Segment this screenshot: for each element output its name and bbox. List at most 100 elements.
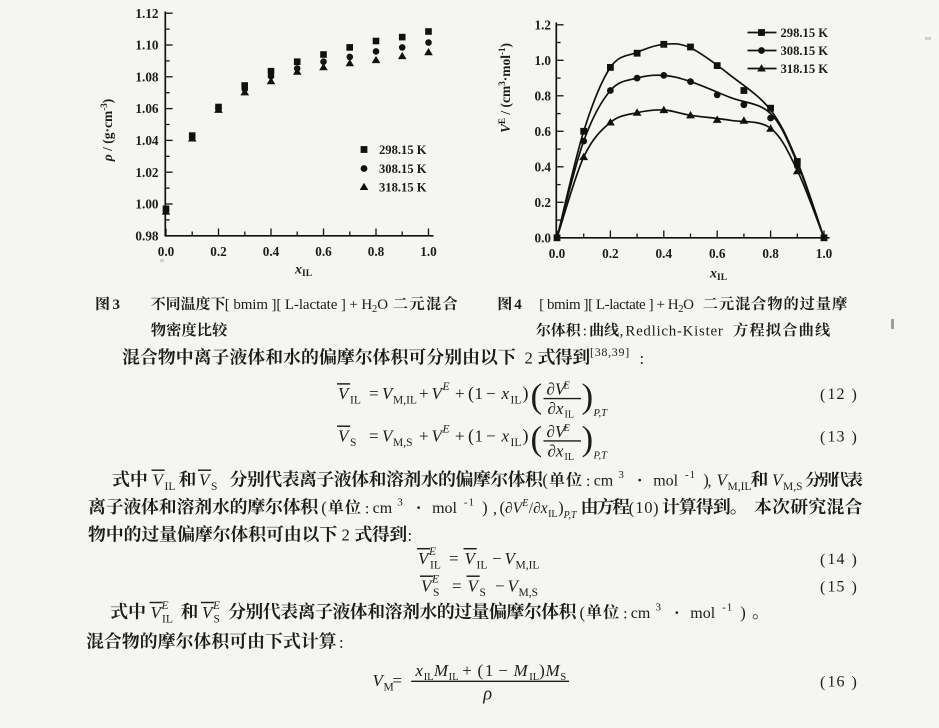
svg-text:): ) [852,429,857,446]
svg-text:=: = [369,427,379,446]
svg-text:ρ / (g·cm-3): ρ / (g·cm-3) [99,99,115,162]
svg-text:ρ: ρ [482,684,492,704]
svg-text:0.0: 0.0 [535,230,552,245]
svg-text:V: V [418,549,431,568]
svg-text:1.12: 1.12 [135,6,158,21]
svg-text:M,S: M,S [393,437,413,449]
svg-text:S: S [350,437,356,449]
svg-text:x: x [414,661,423,680]
svg-text:V: V [382,384,395,403]
svg-text:0.8: 0.8 [368,244,385,259]
svg-text:V: V [373,671,386,690]
svg-text:1: 1 [485,661,494,680]
svg-text:·: · [674,603,680,622]
svg-text:E: E [431,574,439,586]
svg-text:3: 3 [656,601,662,613]
svg-text:298.15 K: 298.15 K [781,26,829,40]
svg-text:V: V [468,577,481,596]
svg-text:O: O [377,297,388,313]
svg-text::: : [339,633,344,652]
svg-text:308.15 K: 308.15 K [781,44,829,58]
svg-text:IL: IL [430,560,441,572]
svg-text:): ) [653,498,659,517]
svg-text:): ) [558,498,564,517]
svg-text:cm: cm [594,473,614,490]
svg-text:IL: IL [477,560,488,572]
svg-text:,: , [620,323,624,339]
svg-text:(: ( [531,419,543,458]
svg-text:(: ( [468,383,474,404]
svg-text:(: ( [321,498,327,517]
svg-text:13: 13 [828,429,846,446]
svg-text::: : [583,323,587,339]
svg-text:V: V [508,577,521,596]
svg-text:+: + [455,384,465,403]
svg-text:1: 1 [475,427,484,446]
svg-text::: : [408,526,413,545]
svg-text:+: + [419,427,429,446]
svg-text:): ) [852,387,857,404]
svg-text:IL: IL [511,395,522,407]
svg-text:): ) [852,579,857,596]
svg-text:(: ( [542,471,548,490]
svg-text:2: 2 [525,348,533,367]
svg-text:V: V [153,471,166,490]
svg-text:M: M [513,661,529,680]
svg-text:cm: cm [373,500,393,517]
svg-text:(: ( [820,429,825,446]
svg-text:308.15 K: 308.15 K [379,162,427,176]
svg-text:E: E [563,423,571,434]
svg-text:4: 4 [514,297,522,313]
svg-text:cm: cm [631,605,651,622]
svg-text:∂x: ∂x [533,500,548,517]
svg-text:+: + [419,384,429,403]
svg-text:E: E [563,381,571,392]
svg-text:−: − [486,384,496,403]
svg-text:/: / [529,500,534,517]
svg-text:·: · [416,498,422,517]
svg-text:∂V: ∂V [547,422,568,441]
svg-text:): ) [852,551,857,568]
svg-text:0.0: 0.0 [549,246,566,261]
svg-text:1: 1 [475,384,484,403]
svg-text:M,S: M,S [519,587,539,599]
svg-text:∂V: ∂V [505,500,524,517]
svg-text:V: V [151,603,164,622]
svg-text:(: ( [531,377,543,416]
svg-text:0.2: 0.2 [535,195,552,210]
svg-text:IL: IL [511,437,522,449]
svg-text:M: M [384,682,394,694]
svg-text:14: 14 [828,551,846,568]
svg-text:∂x: ∂x [548,442,564,461]
svg-text:(: ( [820,579,825,596]
svg-text:2: 2 [342,526,350,545]
svg-text:16: 16 [828,674,846,691]
svg-text:O: O [683,297,694,313]
svg-text:∂V: ∂V [547,380,568,399]
svg-text:[ bmim ][ L-lactate ] + H: [ bmim ][ L-lactate ] + H [225,297,373,313]
svg-text:V: V [338,427,351,446]
svg-text:1.10: 1.10 [135,38,158,53]
svg-text:V: V [465,549,478,568]
svg-text:x: x [501,384,510,403]
svg-text:): ) [852,674,857,691]
svg-text:S: S [480,587,486,599]
svg-text:IL: IL [548,509,557,520]
svg-text:−: − [495,577,505,596]
svg-text:M,IL: M,IL [728,481,752,493]
svg-text:): ) [582,419,594,458]
svg-text:V: V [382,427,395,446]
svg-text:15: 15 [828,579,846,596]
svg-text:S: S [211,481,217,493]
svg-text:S: S [560,672,566,683]
svg-text:P,T: P,T [593,408,609,419]
svg-text:-1: -1 [722,601,733,613]
svg-text::: : [365,501,369,518]
svg-text:): ) [523,426,529,447]
svg-text:IL: IL [350,395,361,407]
svg-text:P,T: P,T [563,510,578,521]
svg-text:0.4: 0.4 [263,244,280,259]
svg-text:0.6: 0.6 [709,246,726,261]
svg-text:∂x: ∂x [548,399,564,418]
svg-text:M: M [433,661,449,680]
